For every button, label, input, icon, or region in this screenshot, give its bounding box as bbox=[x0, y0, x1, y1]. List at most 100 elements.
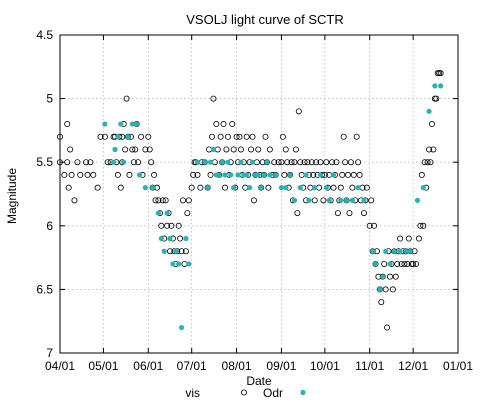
point-odr bbox=[370, 248, 376, 254]
point-odr bbox=[249, 159, 256, 165]
point-odr bbox=[118, 121, 124, 127]
point-vis bbox=[217, 133, 224, 140]
point-vis bbox=[178, 248, 185, 255]
point-vis bbox=[337, 184, 344, 191]
point-odr bbox=[267, 172, 273, 178]
point-odr bbox=[125, 134, 131, 140]
point-odr bbox=[377, 286, 383, 292]
point-odr bbox=[258, 185, 264, 191]
point-odr bbox=[158, 235, 164, 242]
point-odr bbox=[414, 197, 421, 203]
point-vis bbox=[221, 184, 228, 191]
x-tick-label: 12/01 bbox=[398, 359, 428, 373]
point-vis bbox=[281, 171, 288, 178]
point-vis bbox=[77, 171, 84, 178]
point-vis bbox=[168, 222, 175, 229]
point-vis bbox=[427, 159, 434, 166]
point-vis bbox=[347, 159, 354, 166]
point-vis bbox=[250, 197, 257, 204]
point-vis bbox=[145, 133, 152, 140]
point-odr bbox=[407, 248, 413, 254]
point-vis bbox=[129, 146, 136, 153]
point-vis bbox=[65, 184, 72, 191]
point-odr bbox=[283, 185, 289, 191]
point-vis bbox=[430, 146, 437, 153]
point-vis bbox=[249, 133, 256, 140]
point-vis bbox=[132, 146, 139, 153]
point-odr bbox=[317, 172, 324, 178]
y-tick-label: 5 bbox=[46, 92, 53, 106]
point-vis bbox=[182, 248, 189, 255]
point-vis bbox=[180, 197, 187, 204]
point-vis bbox=[208, 133, 215, 140]
point-odr bbox=[167, 235, 173, 242]
point-odr bbox=[235, 172, 241, 178]
point-vis bbox=[94, 184, 101, 191]
point-odr bbox=[306, 197, 312, 203]
point-odr bbox=[176, 261, 182, 267]
point-vis bbox=[392, 273, 399, 280]
point-vis bbox=[207, 171, 214, 178]
x-tick-label: 05/01 bbox=[88, 359, 118, 373]
point-vis bbox=[224, 133, 231, 140]
point-odr bbox=[121, 159, 127, 165]
point-vis bbox=[310, 171, 317, 178]
point-vis bbox=[164, 222, 171, 229]
point-odr bbox=[391, 248, 397, 254]
point-vis bbox=[397, 235, 404, 242]
point-odr bbox=[323, 185, 329, 191]
x-tick-label: 07/01 bbox=[177, 359, 207, 373]
point-vis bbox=[126, 171, 133, 178]
point-vis bbox=[190, 171, 197, 178]
point-vis bbox=[405, 235, 412, 242]
point-odr bbox=[238, 159, 244, 165]
point-odr bbox=[219, 159, 225, 165]
point-vis bbox=[398, 260, 405, 267]
point-vis bbox=[278, 159, 285, 166]
point-odr bbox=[112, 146, 118, 153]
point-vis bbox=[433, 95, 440, 102]
point-vis bbox=[366, 222, 373, 229]
point-vis bbox=[323, 159, 330, 166]
point-vis bbox=[184, 210, 191, 217]
point-vis bbox=[262, 133, 269, 140]
grid bbox=[60, 35, 458, 353]
axis-ticks: 04/01 05/01 06/01 07/01 08/01 09/01 10/01 11/01… bbox=[36, 28, 473, 373]
legend: vis Odr bbox=[185, 386, 306, 400]
point-vis bbox=[213, 121, 220, 128]
plot-frame bbox=[59, 34, 459, 354]
point-odr bbox=[383, 248, 389, 254]
x-tick-label: 06/01 bbox=[133, 359, 163, 373]
point-odr bbox=[205, 185, 211, 191]
point-odr bbox=[273, 172, 279, 178]
point-vis bbox=[363, 184, 370, 191]
point-vis bbox=[233, 133, 240, 140]
point-vis bbox=[138, 133, 145, 140]
x-tick-label: 08/01 bbox=[222, 359, 252, 373]
point-odr bbox=[170, 261, 176, 267]
point-vis bbox=[64, 121, 71, 128]
point-vis bbox=[101, 133, 108, 140]
legend-marker-vis bbox=[240, 389, 247, 396]
point-odr bbox=[312, 185, 318, 191]
point-vis bbox=[308, 159, 315, 166]
point-vis bbox=[284, 159, 291, 166]
y-tick-label: 5.5 bbox=[36, 155, 53, 169]
point-vis bbox=[418, 171, 425, 178]
point-odr bbox=[186, 261, 192, 267]
y-tick-label: 4.5 bbox=[36, 28, 53, 42]
point-vis bbox=[83, 159, 90, 166]
point-odr bbox=[287, 172, 293, 178]
point-odr bbox=[278, 185, 285, 191]
point-odr bbox=[338, 197, 344, 203]
point-odr bbox=[150, 185, 156, 191]
point-vis bbox=[114, 171, 121, 178]
point-vis bbox=[410, 260, 417, 267]
point-vis bbox=[415, 235, 422, 242]
point-odr bbox=[225, 159, 231, 165]
x-tick-label: 04/01 bbox=[45, 359, 75, 373]
point-vis bbox=[148, 159, 155, 166]
point-vis bbox=[135, 159, 142, 166]
point-vis bbox=[243, 133, 250, 140]
point-vis bbox=[372, 260, 379, 267]
